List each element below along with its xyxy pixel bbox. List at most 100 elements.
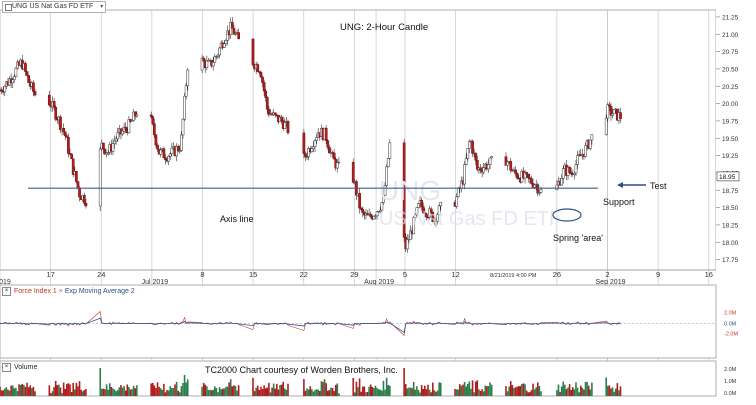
volume-bar <box>182 382 184 396</box>
force-plot-area <box>0 284 717 359</box>
candle <box>33 91 37 96</box>
volume-bar <box>210 390 213 396</box>
candle <box>230 21 234 29</box>
candle <box>456 187 460 198</box>
ema-line <box>0 317 621 334</box>
volume-bar <box>387 385 390 396</box>
volume-bar <box>489 382 491 396</box>
volume-bar <box>352 378 355 396</box>
test-label: Test <box>650 181 667 191</box>
volume-bar <box>307 389 310 396</box>
candle <box>372 216 376 220</box>
volume-bar <box>303 378 305 396</box>
volume-bar <box>150 383 152 396</box>
ema-label[interactable]: Exp Moving Average 2 <box>64 288 135 295</box>
candle <box>273 112 277 116</box>
candle <box>539 189 543 193</box>
candle <box>102 142 105 150</box>
candle <box>504 156 508 166</box>
volume-bar <box>513 388 515 396</box>
candle <box>608 104 611 107</box>
volume-bar <box>474 381 477 396</box>
candle <box>178 150 182 152</box>
volume-bar <box>484 385 487 396</box>
candle <box>59 116 62 131</box>
volume-bar <box>581 387 584 396</box>
candle <box>385 166 388 186</box>
volume-bar <box>277 389 280 396</box>
volume-bar <box>532 383 534 396</box>
checkbox-icon[interactable] <box>5 4 12 11</box>
candle <box>167 156 171 162</box>
volume-bar <box>382 380 385 396</box>
watermark-symbol: UNG <box>379 175 441 206</box>
volume-bar <box>584 381 587 396</box>
volume-bar <box>471 380 474 396</box>
y-tick-label: 19.75 <box>722 118 739 125</box>
volume-bar <box>153 385 156 396</box>
volume-bar <box>459 384 461 396</box>
volume-bar <box>424 385 426 396</box>
volume-bar <box>608 385 611 396</box>
courtesy-label: TC2000 Chart courtesy of Worden Brothers… <box>205 365 398 375</box>
candle <box>312 146 315 149</box>
symbol-selector[interactable]: UNG US Nat Gas FD ETF ▾ <box>2 1 107 13</box>
candle <box>154 134 158 146</box>
volume-bar <box>64 388 67 396</box>
candle <box>407 239 411 241</box>
candle <box>237 32 241 40</box>
x-tick-label: 9 <box>656 270 660 279</box>
volume-bar <box>576 387 579 396</box>
candle <box>78 187 81 198</box>
candle <box>251 38 255 66</box>
candle <box>361 209 365 213</box>
x-tick-label: 8 <box>200 270 204 279</box>
volume-bar <box>252 377 254 396</box>
volume-bar <box>209 389 211 396</box>
candle <box>262 82 266 92</box>
candle <box>482 167 486 173</box>
volume-bar <box>268 382 270 396</box>
candle <box>530 178 533 184</box>
candle <box>184 85 188 97</box>
volume-bar <box>311 389 313 396</box>
chevron-down-icon[interactable]: ▾ <box>100 4 104 10</box>
candle <box>584 145 587 157</box>
volume-bar <box>264 388 267 396</box>
candle <box>152 123 156 136</box>
volume-bar <box>583 389 585 396</box>
volume-bar <box>490 384 493 396</box>
y-tick-label: 20.25 <box>722 84 739 91</box>
candle <box>47 94 51 106</box>
candle <box>490 156 494 159</box>
volume-label[interactable]: Volume <box>14 364 38 371</box>
annotations: UNG: 2-Hour Candle Axis line Support Spring… <box>220 22 667 279</box>
candle <box>488 157 492 165</box>
candle <box>573 172 576 175</box>
candle <box>130 120 134 122</box>
volume-bar <box>517 386 520 396</box>
volume-bar <box>379 389 382 396</box>
volume-bar <box>15 387 17 396</box>
candle <box>471 140 474 154</box>
volume-bar <box>317 389 320 396</box>
close-icon[interactable]: × <box>2 287 11 296</box>
candle <box>14 67 18 77</box>
volume-panel: 2.0M 1.0M 0.0M TC2000 Chart courtesy of Wor… <box>0 360 737 397</box>
volume-bar <box>511 385 514 396</box>
last-price-label: 18.95 <box>719 174 736 181</box>
candle <box>576 155 579 165</box>
volume-bar <box>519 385 522 396</box>
volume-bar <box>323 379 326 396</box>
volume-bar <box>463 381 466 396</box>
volume-bar <box>104 389 106 396</box>
force-index-label[interactable]: Force Index 1 <box>14 288 57 295</box>
candle <box>533 184 536 188</box>
volume-bar <box>516 386 518 396</box>
candle <box>62 128 65 133</box>
close-icon[interactable]: × <box>2 363 11 372</box>
candle <box>180 134 183 151</box>
candle <box>213 56 217 63</box>
